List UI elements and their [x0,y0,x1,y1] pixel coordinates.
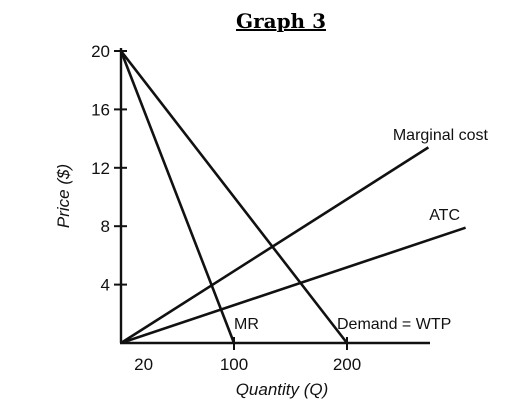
series-group [119,50,467,345]
x-tick-label: 20 [134,355,153,374]
tick-group: 4 8 12 16 20 20 100 200 [91,42,361,374]
y-tick-label: 4 [101,276,110,295]
marginal-cost-label: Marginal cost [393,127,489,144]
mr-label: MR [234,316,259,333]
mr-line [119,50,236,344]
x-axis-label: Quantity (Q) [236,380,329,399]
y-tick-label: 16 [91,100,110,119]
chart-title: Graph 3 [236,9,326,33]
y-axis-label: Price ($) [54,164,73,228]
atc-line [120,226,467,345]
y-tick-label: 20 [91,42,110,61]
y-tick-label: 8 [101,217,110,236]
x-tick-label: 100 [220,355,248,374]
marginal-cost-line [120,146,430,345]
x-tick-label: 200 [333,355,361,374]
demand-wtp-line [119,50,349,344]
series-label-group: MR Demand = WTP Marginal cost ATC [234,127,489,333]
atc-label: ATC [429,207,460,224]
demand-wtp-label: Demand = WTP [337,316,451,333]
y-tick-label: 12 [91,159,110,178]
